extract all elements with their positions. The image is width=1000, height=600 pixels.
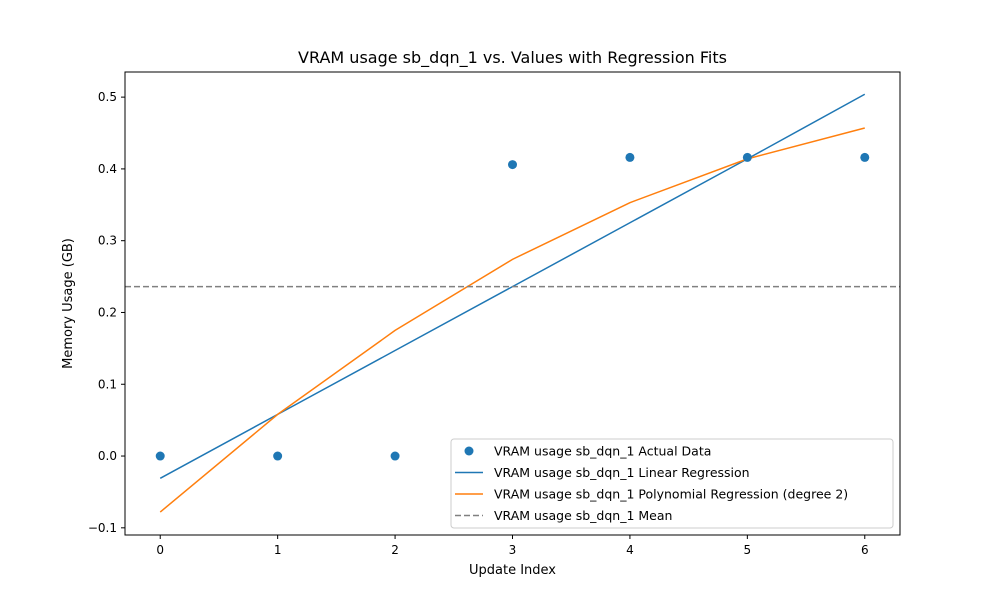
legend-box — [450, 438, 894, 529]
data-point — [860, 152, 870, 162]
y-tick-label: 0.1 — [98, 377, 117, 391]
legend-marker-scatter — [464, 446, 474, 456]
data-point — [742, 152, 752, 162]
y-axis-label: Memory Usage (GB) — [61, 238, 76, 369]
legend-label: VRAM usage sb_dqn_1 Mean — [494, 508, 672, 523]
x-axis-label: Update Index — [469, 563, 556, 578]
x-tick-label: 3 — [509, 543, 517, 557]
data-point — [155, 451, 165, 461]
y-tick-label: 0.0 — [98, 449, 117, 463]
y-tick-label: −0.1 — [88, 521, 117, 535]
legend-label: VRAM usage sb_dqn_1 Actual Data — [494, 444, 711, 459]
legend-label: VRAM usage sb_dqn_1 Polynomial Regressio… — [494, 487, 848, 502]
y-tick-label: 0.5 — [98, 90, 117, 104]
x-tick-label: 6 — [861, 543, 869, 557]
y-tick-label: 0.4 — [98, 162, 117, 176]
x-tick-label: 4 — [626, 543, 634, 557]
x-tick-label: 2 — [391, 543, 399, 557]
x-tick-label: 0 — [156, 543, 164, 557]
axis-ticks: 0 1 2 3 4 5 6 −0.1 0.0 0.1 0.2 0.3 0.4 0.5 — [88, 90, 869, 557]
legend: VRAM usage sb_dqn_1 Actual Data VRAM usag… — [450, 438, 894, 529]
x-tick-label: 5 — [744, 543, 752, 557]
data-point — [390, 451, 400, 461]
data-point — [625, 152, 635, 162]
data-point — [273, 451, 283, 461]
y-tick-label: 0.2 — [98, 305, 117, 319]
x-tick-label: 1 — [274, 543, 282, 557]
data-point — [508, 160, 517, 170]
y-tick-label: 0.3 — [98, 234, 117, 248]
chart-title: VRAM usage sb_dqn_1 vs. Values with Regr… — [298, 48, 727, 68]
plot-area — [125, 93, 900, 513]
legend-label: VRAM usage sb_dqn_1 Linear Regression — [494, 465, 750, 480]
